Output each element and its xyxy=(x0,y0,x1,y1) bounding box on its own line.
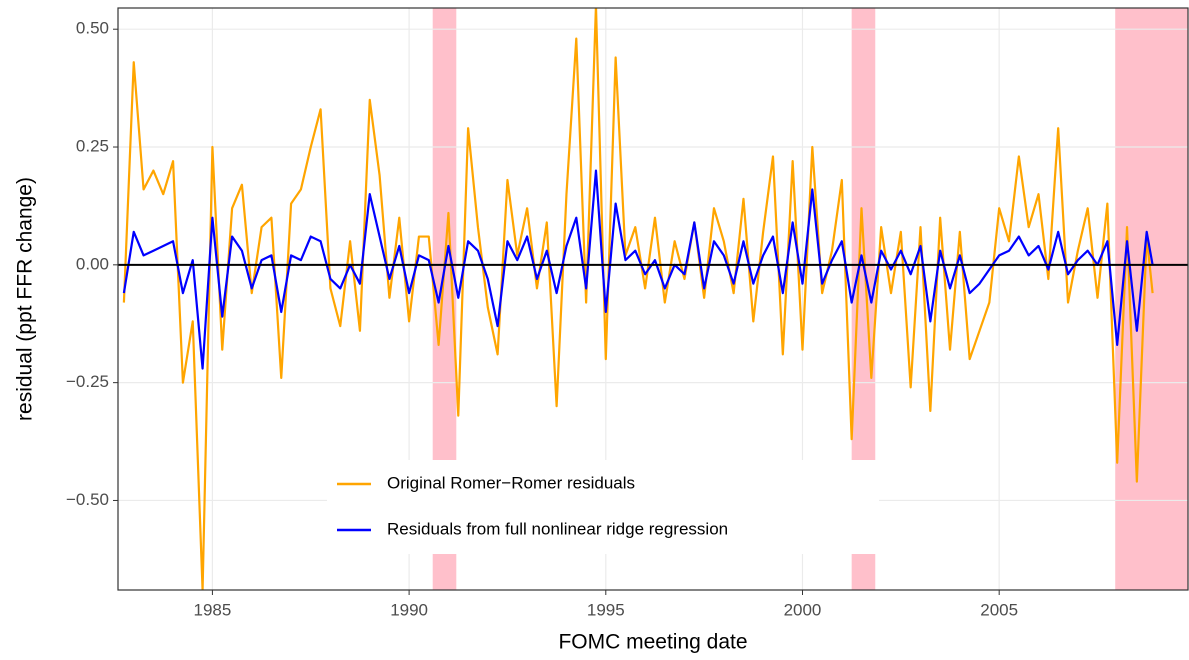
y-tick-label: 0.25 xyxy=(76,137,109,156)
y-axis-title: residual (ppt FFR change) xyxy=(14,177,37,421)
panel-border xyxy=(117,7,1189,591)
series-line xyxy=(122,8,1154,590)
x-tick-label: 2000 xyxy=(784,600,822,619)
x-tick-label: 1990 xyxy=(390,600,428,619)
panel-content xyxy=(118,8,1188,590)
legend: Original Romer−Romer residuals Residuals … xyxy=(327,460,879,554)
legend-label: Residuals from full nonlinear ridge regr… xyxy=(387,519,728,538)
recession-band xyxy=(851,8,876,590)
legend-box xyxy=(327,460,879,554)
x-axis-title: FOMC meeting date xyxy=(558,631,747,654)
y-tick-label: 0.00 xyxy=(76,254,109,273)
y-tick-label: −0.25 xyxy=(66,372,109,391)
recession-band xyxy=(432,8,457,590)
x-tick-label: 1985 xyxy=(193,600,231,619)
x-tick-label: 2005 xyxy=(980,600,1018,619)
recession-band xyxy=(1115,8,1188,590)
x-tick-label: 1995 xyxy=(587,600,625,619)
y-tick-label: 0.50 xyxy=(76,19,109,38)
legend-label: Original Romer−Romer residuals xyxy=(387,473,635,492)
series-line xyxy=(122,169,1154,370)
y-tick-label: −0.50 xyxy=(66,490,109,509)
